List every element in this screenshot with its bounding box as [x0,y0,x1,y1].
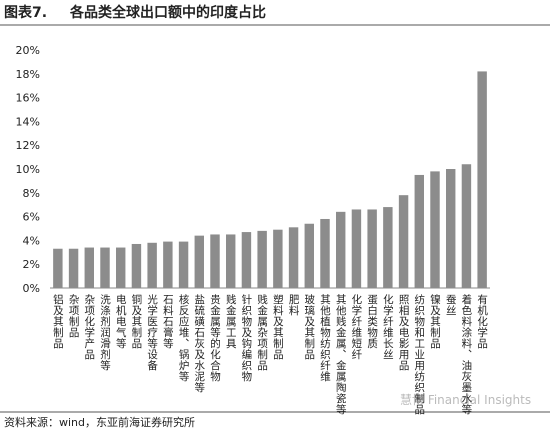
y-tick-label: 14% [16,115,40,128]
bar [178,241,189,288]
y-tick-label: 6% [23,211,40,224]
x-tick-label: 肥料 [288,294,300,316]
bar [163,241,173,288]
y-tick-label: 0% [23,282,40,295]
x-tick-label: 铜及其制品 [130,294,142,349]
y-tick-label: 20% [16,44,40,57]
x-tick-label: 杂项制品 [68,294,80,338]
y-tick-label: 4% [23,234,40,247]
y-tick-label: 10% [16,163,40,176]
x-tick-label: 针织物及钩编织物 [240,293,252,382]
x-tick-label: 电机电气等 [115,293,127,349]
bar [131,243,142,288]
bar [351,209,362,288]
x-tick-label: 其他植物纺织纤维 [319,294,331,382]
bar [398,195,409,288]
x-tick-label: 纺织物和工业用纺织制品 [413,293,425,415]
y-tick-label: 18% [16,68,40,81]
bar [336,211,346,288]
bar [210,234,220,288]
bar [288,227,299,288]
x-tick-label: 蚕丝 [445,294,457,316]
x-tick-label: 贱金属杂项制品 [256,293,268,371]
bar [100,247,110,288]
x-tick-label: 镍及其制品 [429,293,441,349]
bar [273,229,283,288]
x-tick-label: 化学纤维长丝 [382,293,394,360]
bar [320,218,330,288]
x-tick-label: 光学医疗等设备 [146,293,158,371]
bar [367,209,377,288]
bar [430,171,440,288]
bar [241,232,252,288]
x-tick-label: 石料石膏等 [162,294,174,349]
x-tick-label: 塑料及其制品 [272,293,284,360]
chart-title: 各品类全球出口额中的印度占比 [69,4,266,21]
y-tick-label: 12% [16,139,40,152]
x-tick-label: 化学纤维短纤 [350,293,362,360]
bar [84,247,94,288]
bar [304,223,314,288]
x-tick-label: 核反应堆、锅炉等 [178,293,190,382]
watermark: 慧博 Financial Insights [400,392,531,407]
bar [383,207,393,288]
x-tick-label: 蛋白类物质 [366,294,378,349]
x-tick-label: 盐硫磺石灰及水泥等 [193,293,205,393]
bar [226,234,236,288]
x-tick-label: 杂项化学产品 [83,294,95,360]
x-tick-label: 着色料涂料、油灰墨水等 [460,293,472,415]
x-tick-label: 洗涤剂润滑剂等 [99,294,111,371]
bar [461,164,472,288]
bar [53,248,63,288]
bar [414,174,424,288]
bar [257,230,267,288]
x-tick-label: 其他贱金属、金属陶瓷等 [335,294,347,415]
figure-label: 图表7. [4,4,47,21]
bar [446,169,456,288]
bar [68,248,79,288]
y-tick-label: 16% [16,92,40,105]
bar [116,247,126,288]
bar [477,71,487,288]
y-tick-label: 8% [23,187,40,200]
y-tick-label: 2% [23,258,40,271]
x-tick-label: 照相及电影用品 [398,294,410,371]
bar [194,235,204,288]
x-tick-label: 玻璃及其制品 [303,293,315,360]
x-tick-label: 贱金属工具 [225,293,237,349]
source: 资料来源：wind，东亚前海证券研究所 [4,415,195,429]
x-tick-label: 有机化学品 [476,293,488,349]
x-tick-label: 贵金属等的化合物 [209,293,221,382]
bar [147,242,157,288]
x-tick-label: 铝及其制品 [52,293,64,349]
